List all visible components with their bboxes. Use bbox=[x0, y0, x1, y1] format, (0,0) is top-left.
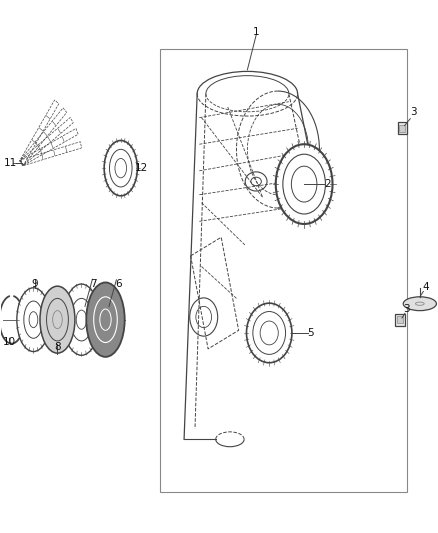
Text: 6: 6 bbox=[115, 279, 122, 288]
Ellipse shape bbox=[86, 282, 125, 357]
Bar bbox=[398, 123, 407, 134]
Ellipse shape bbox=[40, 286, 75, 353]
Bar bbox=[160, 49, 407, 492]
Text: 2: 2 bbox=[324, 179, 331, 189]
Text: 5: 5 bbox=[307, 328, 314, 338]
Text: 3: 3 bbox=[403, 304, 410, 314]
Ellipse shape bbox=[17, 288, 50, 352]
Text: 3: 3 bbox=[410, 107, 417, 117]
Ellipse shape bbox=[276, 144, 332, 224]
Text: 1: 1 bbox=[253, 27, 259, 37]
Text: 10: 10 bbox=[3, 337, 16, 347]
Ellipse shape bbox=[104, 141, 138, 196]
Bar bbox=[397, 316, 403, 323]
Text: 9: 9 bbox=[32, 279, 38, 288]
Bar bbox=[395, 314, 405, 326]
Text: 12: 12 bbox=[134, 163, 148, 173]
Text: 4: 4 bbox=[422, 282, 429, 292]
Text: 8: 8 bbox=[54, 342, 61, 352]
Bar bbox=[399, 125, 405, 132]
Ellipse shape bbox=[63, 284, 100, 356]
Ellipse shape bbox=[247, 303, 292, 363]
Text: 7: 7 bbox=[90, 279, 97, 288]
Ellipse shape bbox=[403, 297, 436, 311]
Text: 11: 11 bbox=[4, 158, 17, 168]
